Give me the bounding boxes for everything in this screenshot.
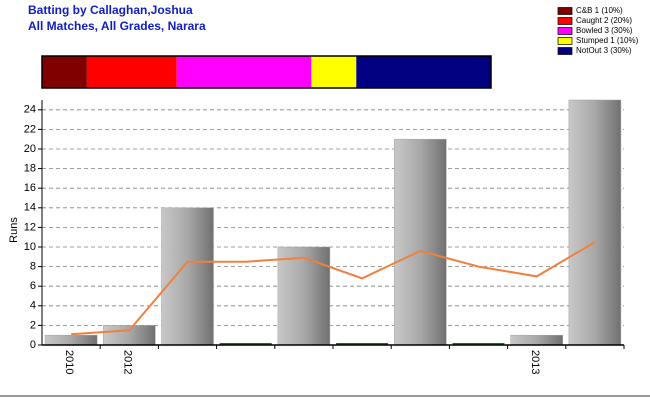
- chart-title: Batting by Callaghan,Joshua: [28, 3, 193, 17]
- dismissal-segment: [86, 56, 177, 88]
- bar: [394, 138, 447, 346]
- dismissal-segment: [42, 56, 87, 88]
- legend-label: C&B 1 (10%): [576, 6, 623, 15]
- bar: [568, 99, 622, 346]
- legend-swatch: [557, 37, 573, 45]
- dismissal-strip: [41, 55, 492, 89]
- y-tick-label: 12: [24, 221, 36, 233]
- y-axis-label: Runs: [8, 217, 20, 243]
- y-tick-label: 14: [24, 202, 36, 214]
- dismissal-segment: [356, 56, 491, 88]
- legend-label: NotOut 3 (30%): [576, 46, 632, 55]
- bar: [161, 207, 214, 346]
- y-tick-label: 16: [24, 182, 36, 194]
- y-tick-label: 20: [24, 143, 36, 155]
- legend-label: Bowled 3 (30%): [576, 26, 633, 35]
- legend-swatch: [557, 17, 573, 25]
- bar: [336, 343, 389, 345]
- legend-swatch: [557, 7, 573, 15]
- bar: [452, 343, 505, 345]
- bar: [219, 343, 272, 345]
- y-tick-label: 8: [30, 261, 36, 273]
- y-tick-label: 22: [24, 123, 36, 135]
- bar: [44, 334, 98, 346]
- dismissal-segment: [176, 56, 312, 88]
- y-tick-label: 18: [24, 163, 36, 175]
- x-tick-label: 2013: [529, 350, 541, 374]
- bar: [103, 325, 156, 346]
- y-tick-label: 0: [30, 339, 36, 351]
- legend-label: Stumped 1 (10%): [576, 36, 639, 45]
- legend-label: Caught 2 (20%): [576, 16, 632, 25]
- y-tick-label: 24: [24, 104, 36, 116]
- strip-border: [41, 55, 492, 89]
- y-tick-label: 2: [30, 319, 36, 331]
- legend: C&B 1 (10%)Caught 2 (20%)Bowled 3 (30%)S…: [557, 6, 639, 55]
- legend-swatch: [557, 27, 573, 35]
- x-tick-label: 2012: [121, 350, 133, 374]
- y-tick-label: 10: [24, 241, 36, 253]
- legend-swatch: [557, 47, 573, 55]
- chart-subtitle: All Matches, All Grades, Narara: [28, 19, 206, 33]
- dismissal-segment: [311, 56, 357, 88]
- bar: [277, 246, 331, 346]
- line: [71, 241, 596, 336]
- y-tick-label: 6: [30, 280, 36, 292]
- x-tick-label: 2010: [63, 350, 75, 374]
- bar: [510, 334, 563, 346]
- y-tick-label: 4: [30, 300, 36, 312]
